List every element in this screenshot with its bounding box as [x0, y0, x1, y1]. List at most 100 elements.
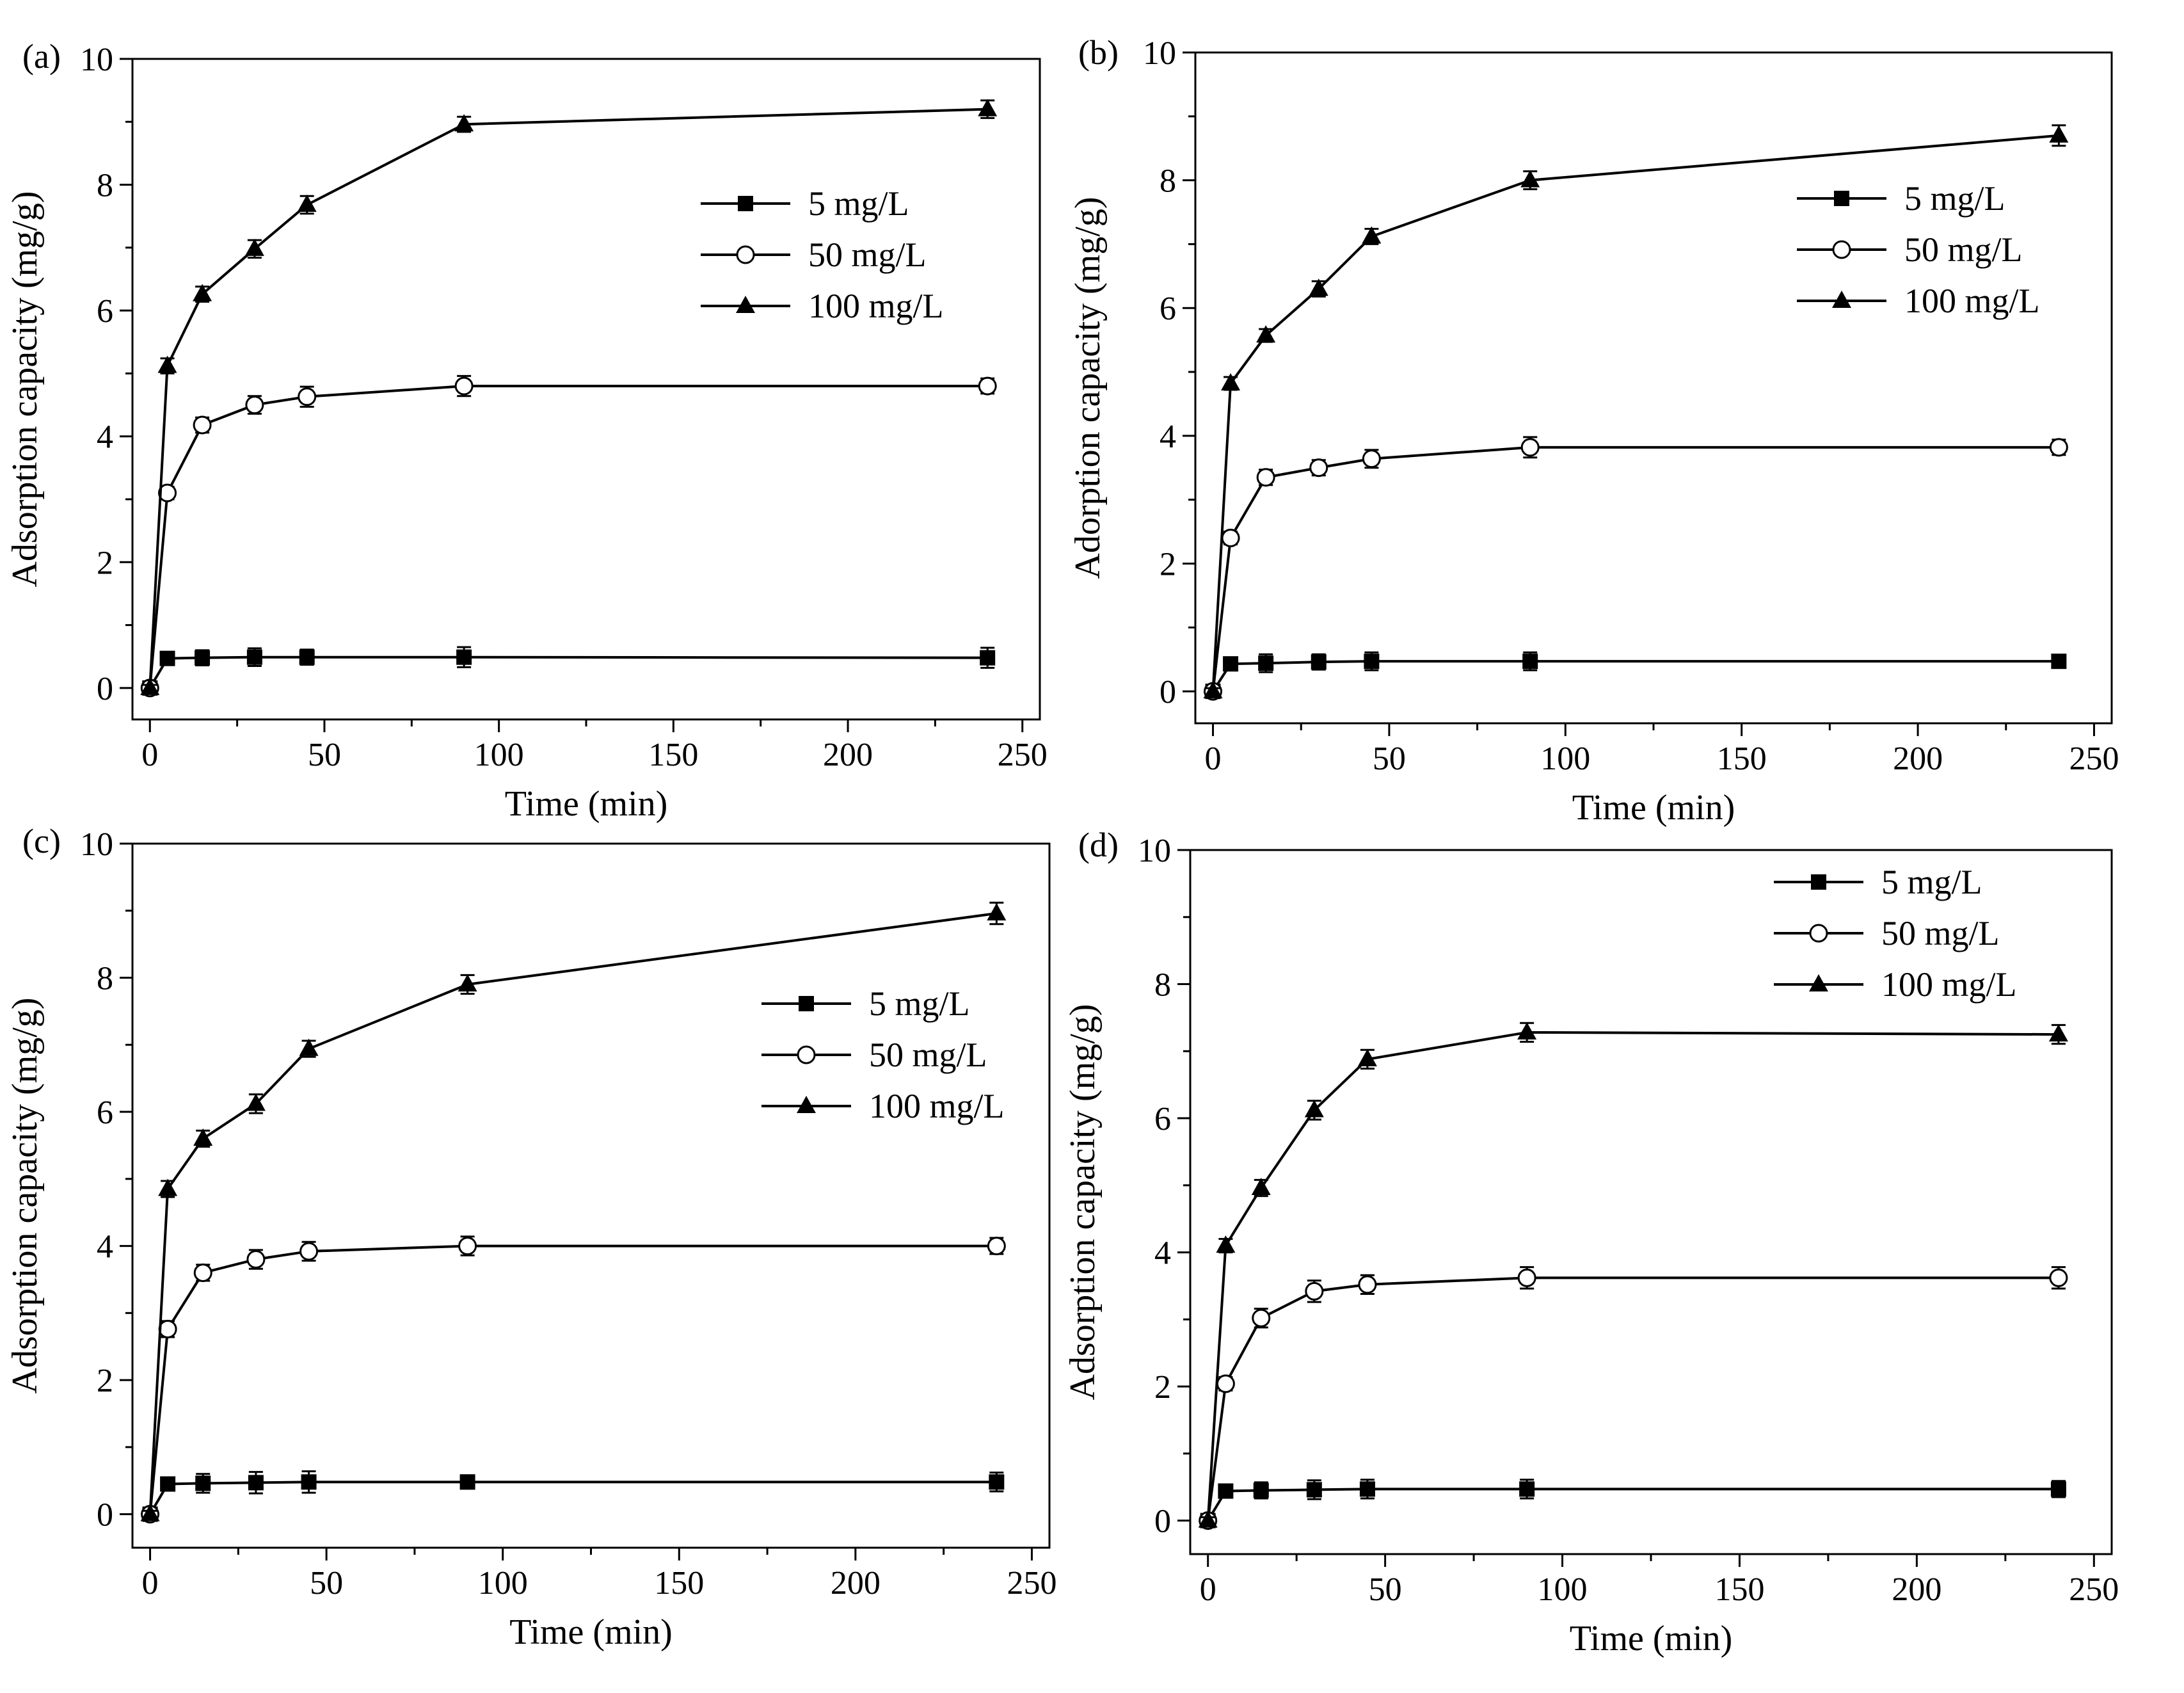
panel-b-y-tick-label: 2 — [1160, 546, 1176, 582]
panel-b-series-2-point — [1221, 529, 1240, 548]
panel-d-x-tick-label: 200 — [1892, 1571, 1941, 1608]
panel-d-series-1-point — [1253, 1482, 1269, 1498]
panel-d-x-tick-label: 150 — [1714, 1571, 1764, 1608]
panel-b-x-tick-label: 0 — [1205, 741, 1222, 777]
panel-b-series-1-point — [1522, 654, 1538, 670]
panel-c-series-3-point — [987, 903, 1007, 920]
panel-c-series-3-point — [193, 1128, 213, 1146]
panel-d-series-2-point — [1252, 1308, 1271, 1328]
panel-b-legend-label: 100 mg/L — [1904, 282, 2040, 320]
panel-c-series-3-point — [158, 1178, 178, 1196]
panel-a-x-tick-label: 100 — [474, 737, 524, 773]
panel-c-series-1-point — [195, 1475, 211, 1491]
panel-c-y-tick-label: 4 — [97, 1229, 113, 1265]
panel-a-x-tick-label: 200 — [823, 737, 873, 773]
panel-b-y-tick-label: 8 — [1160, 163, 1176, 200]
panel-c-legend-label: 50 mg/L — [869, 1036, 987, 1074]
panel-a-legend-label: 5 mg/L — [808, 184, 909, 223]
panel-b-series-3-point — [1256, 325, 1276, 343]
panel-a-legend-swatch-marker — [736, 245, 755, 264]
panel-c-x-tick-label: 0 — [142, 1565, 159, 1601]
panel-b-x-tick-label: 200 — [1893, 741, 1943, 777]
panel-b-series-2-point — [1309, 458, 1328, 477]
panel-b-y-tick-label: 6 — [1160, 291, 1176, 327]
panel-c-y-axis-label: Adsorption capacity (mg/g) — [5, 998, 45, 1394]
panel-a-series-3-point — [978, 99, 998, 116]
panel-c-x-tick-label: 150 — [654, 1565, 704, 1601]
panel-a-label: (a) — [22, 37, 61, 76]
panel-d-series-3-point — [1251, 1178, 1271, 1195]
panel-a-series-2-point — [245, 396, 264, 415]
panel-d-series-3-point — [1216, 1235, 1236, 1253]
panel-c-label: (c) — [22, 822, 61, 860]
panel-c-y-tick-label: 6 — [97, 1095, 113, 1131]
panel-a-y-tick-label: 0 — [97, 671, 113, 707]
panel-a-series-3-point — [140, 677, 160, 695]
panel-b-y-axis-label: Adorption capacity (mg/g) — [1068, 197, 1108, 579]
panel-a-x-tick-label: 250 — [998, 737, 1048, 773]
panel-a-y-tick-label: 10 — [80, 42, 113, 78]
panel-a-x-tick-label: 50 — [308, 737, 341, 773]
panel-c-y-tick-label: 10 — [80, 826, 113, 863]
panel-c-x-tick-label: 250 — [1007, 1565, 1056, 1601]
panel-b-legend-swatch-marker — [1832, 240, 1851, 259]
panel-d-y-tick-label: 6 — [1154, 1101, 1171, 1137]
panel-b-label: (b) — [1078, 33, 1119, 72]
panel-d-y-tick-label: 4 — [1154, 1235, 1171, 1272]
panel-d-x-axis-label: Time (min) — [1570, 1619, 1733, 1658]
panel-c-legend: 5 mg/L 50 mg/L 100 mg/L — [761, 984, 1005, 1125]
panel-a-y-tick-label: 6 — [97, 293, 113, 330]
panel-d-series-3-point — [1198, 1510, 1218, 1528]
panel-a-series-1-point — [299, 649, 315, 665]
panel-b-y-tick-label: 10 — [1143, 35, 1176, 72]
panel-b-x-axis-label: Time (min) — [1572, 788, 1735, 828]
panel-b-series-3-point — [1221, 373, 1241, 391]
panel-c-series-1-point — [459, 1474, 475, 1490]
panel-c-series-2-point — [158, 1319, 177, 1338]
panel-c-x-axis-label: Time (min) — [509, 1612, 673, 1652]
panel-b-series-2-point — [1520, 438, 1540, 457]
panel-a-legend-label: 100 mg/L — [808, 287, 944, 325]
panel-b-y-tick-label: 4 — [1160, 419, 1176, 455]
panel-b-series-1-point — [1223, 656, 1239, 672]
panel-d-series-1-point — [1519, 1481, 1535, 1497]
panel-a-series-2 — [140, 374, 997, 698]
panel-c-series-2-point — [193, 1263, 212, 1282]
panel-c-y-tick-label: 0 — [97, 1497, 113, 1534]
panel-b-y-tick-label: 0 — [1160, 674, 1176, 710]
panel-b-series-1-point — [1258, 655, 1274, 671]
panel-a-series-1-point — [159, 650, 175, 666]
panel-c-x-tick-label: 100 — [478, 1565, 528, 1601]
panel-d-series-2-point — [2049, 1268, 2068, 1287]
panel-a-series-1-point — [195, 650, 211, 666]
panel-d-legend-label: 5 mg/L — [1881, 863, 1982, 901]
panel-d-series-3-point — [2048, 1024, 2068, 1042]
panel-c-legend-swatch-marker — [797, 1045, 816, 1064]
panel-d-x-tick-label: 100 — [1538, 1571, 1588, 1608]
panel-d-series-2-point — [1216, 1374, 1235, 1393]
panel-c-series-3 — [140, 901, 1007, 1521]
panel-b-series-3-point — [1520, 170, 1540, 188]
panel-a-x-tick-label: 0 — [141, 737, 158, 773]
panel-c-legend-label: 5 mg/L — [869, 984, 970, 1023]
panel-a-series-3 — [140, 99, 998, 695]
panel-c-legend-swatch-marker — [799, 996, 814, 1011]
panel-b-series-1-point — [2051, 654, 2067, 670]
panel-a-series-1-point — [456, 649, 472, 665]
panel-d-series-2-point — [1305, 1281, 1324, 1301]
panel-c-series-1 — [142, 1470, 1005, 1522]
panel-c-legend-swatch-marker — [797, 1096, 816, 1113]
panel-c-series-2-point — [299, 1242, 319, 1261]
panel-a-legend: 5 mg/L 50 mg/L 100 mg/L — [701, 184, 944, 325]
panel-c-series-2-point — [246, 1250, 266, 1269]
panel-d-series-3-point — [1304, 1100, 1324, 1118]
panel-a-legend-swatch-marker — [736, 296, 755, 313]
panel-c-series-1-point — [160, 1476, 176, 1492]
panel-b-series-3-point — [1203, 681, 1223, 699]
panel-b-series-1-point — [1364, 654, 1380, 670]
panel-d-legend-label: 50 mg/L — [1881, 914, 2000, 952]
panel-a-x-axis-label: Time (min) — [505, 784, 668, 824]
panel-d-series-2-point — [1358, 1275, 1377, 1294]
panel-b-x-tick-label: 150 — [1717, 741, 1767, 777]
